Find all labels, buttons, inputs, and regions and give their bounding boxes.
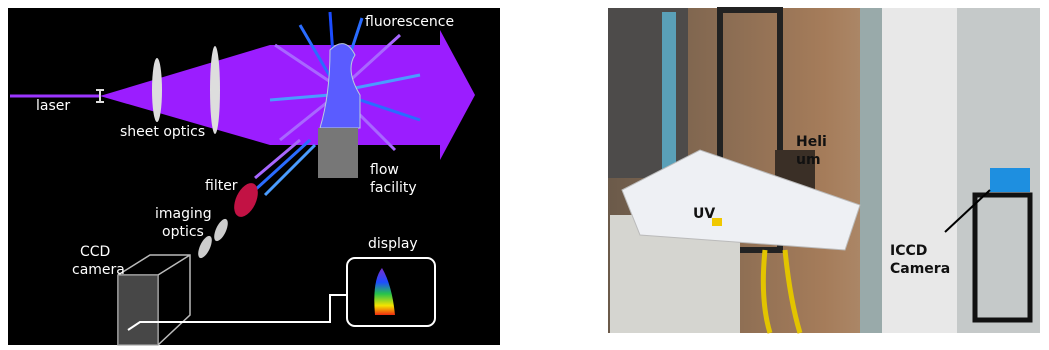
lif-diagram: laser sheet optics fluorescence flow fac… — [8, 8, 500, 345]
label: laser — [36, 98, 70, 114]
door-frame — [860, 8, 882, 333]
label: filter — [205, 178, 238, 194]
label: um — [796, 152, 821, 168]
sheet-lens — [152, 58, 162, 122]
flow-facility-box — [318, 128, 358, 178]
label: imaging — [155, 206, 212, 222]
label: optics — [162, 224, 204, 240]
label: Heli — [796, 134, 827, 150]
sheet-lens — [210, 46, 220, 134]
label: UV — [693, 206, 715, 222]
label: Camera — [890, 261, 950, 277]
ccd-face — [118, 275, 158, 345]
label: facility — [370, 180, 417, 196]
label: fluorescence — [365, 14, 454, 30]
label: ICCD — [890, 243, 927, 259]
label: camera — [72, 262, 125, 278]
page: laser sheet optics fluorescence flow fac… — [0, 0, 1049, 350]
label: flow — [370, 162, 399, 178]
label: display — [368, 236, 418, 252]
partition — [882, 8, 957, 333]
iccd-camera — [990, 168, 1030, 192]
label: sheet optics — [120, 124, 205, 140]
label: CCD — [80, 244, 110, 260]
lab-photo: Heli um UV ICCD Camera — [608, 8, 1040, 333]
